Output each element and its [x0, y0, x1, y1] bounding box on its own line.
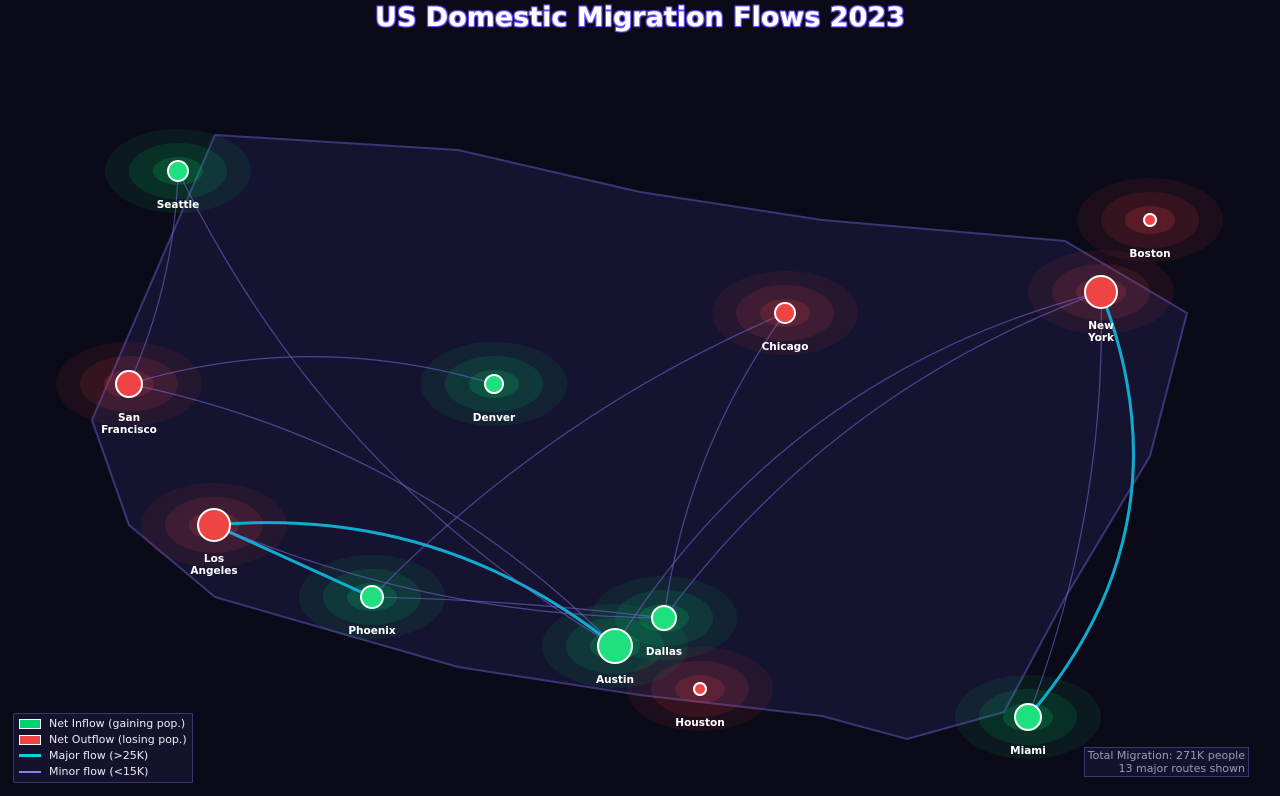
flow-line: [1026, 291, 1135, 718]
stats-text: 13 major routes shown: [1118, 762, 1245, 775]
flow-line: [213, 523, 373, 599]
city-node: [774, 302, 796, 324]
city-label: San Francisco: [101, 412, 157, 436]
flow-line: [213, 524, 665, 619]
legend-text: Net Outflow (losing pop.): [49, 733, 187, 746]
city-node: [651, 605, 677, 631]
flow-line: [128, 170, 179, 385]
city-node: [1143, 213, 1157, 227]
legend-item: Net Inflow (gaining pop.): [19, 717, 185, 730]
flow-line: [177, 170, 616, 647]
city-node: [1014, 703, 1042, 731]
legend-text: Net Inflow (gaining pop.): [49, 717, 186, 730]
city-node: [1084, 275, 1118, 309]
city-node: [167, 160, 189, 182]
city-node: [360, 585, 384, 609]
city-label: Dallas: [645, 646, 683, 658]
city-label: Chicago: [761, 341, 809, 353]
title: US Domestic Migration Flows 2023: [375, 2, 905, 33]
city-label: Los Angeles: [190, 553, 238, 577]
flow-line: [128, 383, 616, 647]
city-node: [693, 682, 707, 696]
city-label: Boston: [1129, 248, 1171, 260]
flow-line: [663, 312, 786, 619]
city-node: [197, 508, 231, 542]
legend-item: Major flow (>25K): [19, 749, 148, 762]
city-label: Miami: [1010, 745, 1046, 757]
city-label: Houston: [675, 717, 725, 729]
flow-line: [128, 356, 495, 385]
city-label: Phoenix: [348, 625, 396, 637]
legend: Net Inflow (gaining pop.) Net Outflow (l…: [13, 713, 193, 783]
city-node: [597, 628, 633, 664]
legend-item: Net Outflow (losing pop.): [19, 733, 187, 746]
city-label: Austin: [596, 674, 634, 686]
city-label: Seattle: [156, 199, 200, 211]
stats-text: Total Migration: 271K people: [1087, 749, 1245, 762]
flow-line: [663, 291, 1102, 619]
legend-text: Major flow (>25K): [49, 749, 149, 762]
city-node: [115, 370, 143, 398]
city-label: New York: [1087, 320, 1115, 344]
flow-line: [213, 521, 616, 648]
legend-item: Minor flow (<15K): [19, 765, 148, 778]
legend-text: Minor flow (<15K): [49, 765, 149, 778]
flow-line: [371, 596, 665, 619]
city-label: Denver: [472, 412, 516, 424]
city-node: [484, 374, 504, 394]
stats-box: Total Migration: 271K people 13 major ro…: [1083, 747, 1249, 777]
flow-line: [371, 312, 786, 598]
flow-line: [1027, 291, 1102, 718]
flow-line: [614, 291, 1102, 647]
